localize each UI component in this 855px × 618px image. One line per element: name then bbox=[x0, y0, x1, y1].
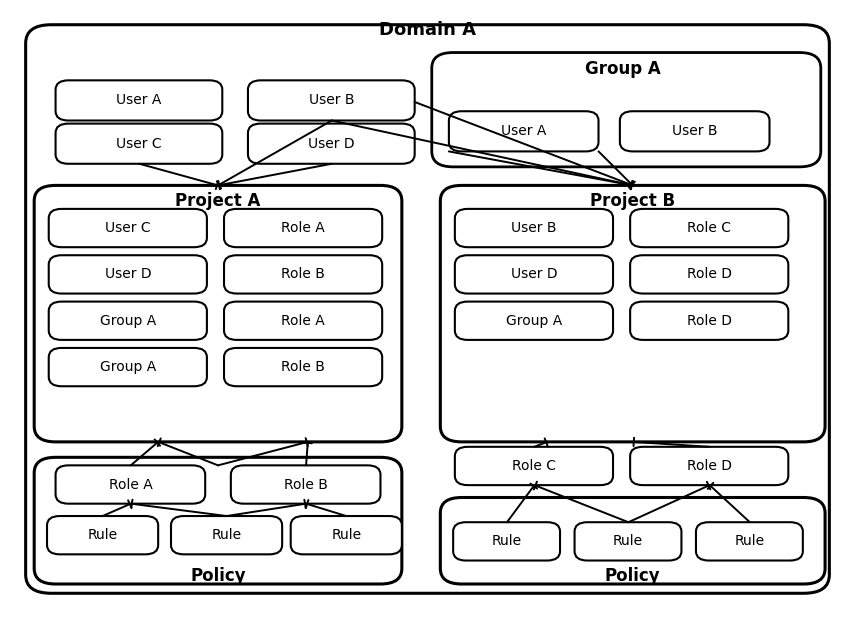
FancyBboxPatch shape bbox=[49, 302, 207, 340]
FancyBboxPatch shape bbox=[440, 185, 825, 442]
Text: Project A: Project A bbox=[175, 192, 261, 210]
Text: Role A: Role A bbox=[281, 314, 325, 328]
Text: Group A: Group A bbox=[100, 360, 156, 374]
FancyBboxPatch shape bbox=[455, 447, 613, 485]
FancyBboxPatch shape bbox=[49, 255, 207, 294]
FancyBboxPatch shape bbox=[630, 209, 788, 247]
Text: Role D: Role D bbox=[687, 459, 732, 473]
FancyBboxPatch shape bbox=[630, 302, 788, 340]
FancyBboxPatch shape bbox=[432, 53, 821, 167]
FancyBboxPatch shape bbox=[291, 516, 402, 554]
FancyBboxPatch shape bbox=[34, 185, 402, 442]
Text: User D: User D bbox=[510, 268, 557, 281]
FancyBboxPatch shape bbox=[34, 457, 402, 584]
Text: User C: User C bbox=[105, 221, 150, 235]
FancyBboxPatch shape bbox=[630, 255, 788, 294]
Text: Role C: Role C bbox=[512, 459, 556, 473]
Text: User A: User A bbox=[501, 124, 546, 138]
FancyBboxPatch shape bbox=[630, 447, 788, 485]
Text: User B: User B bbox=[672, 124, 717, 138]
FancyBboxPatch shape bbox=[449, 111, 598, 151]
Text: Rule: Rule bbox=[613, 535, 643, 548]
FancyBboxPatch shape bbox=[696, 522, 803, 561]
Text: Role A: Role A bbox=[281, 221, 325, 235]
Text: Rule: Rule bbox=[734, 535, 764, 548]
FancyBboxPatch shape bbox=[49, 209, 207, 247]
FancyBboxPatch shape bbox=[455, 255, 613, 294]
FancyBboxPatch shape bbox=[453, 522, 560, 561]
Text: User B: User B bbox=[511, 221, 557, 235]
FancyBboxPatch shape bbox=[56, 124, 222, 164]
Text: Group A: Group A bbox=[100, 314, 156, 328]
Text: Project B: Project B bbox=[590, 192, 675, 210]
Text: Role B: Role B bbox=[281, 360, 325, 374]
Text: User C: User C bbox=[116, 137, 162, 151]
FancyBboxPatch shape bbox=[248, 80, 415, 121]
Text: Role B: Role B bbox=[281, 268, 325, 281]
Text: Role A: Role A bbox=[109, 478, 152, 491]
Text: Policy: Policy bbox=[604, 567, 661, 585]
FancyBboxPatch shape bbox=[56, 80, 222, 121]
Text: Rule: Rule bbox=[331, 528, 362, 542]
FancyBboxPatch shape bbox=[575, 522, 681, 561]
Text: User A: User A bbox=[116, 93, 162, 108]
FancyBboxPatch shape bbox=[224, 209, 382, 247]
FancyBboxPatch shape bbox=[47, 516, 158, 554]
FancyBboxPatch shape bbox=[49, 348, 207, 386]
FancyBboxPatch shape bbox=[56, 465, 205, 504]
FancyBboxPatch shape bbox=[224, 348, 382, 386]
FancyBboxPatch shape bbox=[455, 209, 613, 247]
FancyBboxPatch shape bbox=[620, 111, 770, 151]
FancyBboxPatch shape bbox=[231, 465, 380, 504]
FancyBboxPatch shape bbox=[455, 302, 613, 340]
Text: Rule: Rule bbox=[87, 528, 118, 542]
FancyBboxPatch shape bbox=[224, 255, 382, 294]
FancyBboxPatch shape bbox=[224, 302, 382, 340]
FancyBboxPatch shape bbox=[171, 516, 282, 554]
FancyBboxPatch shape bbox=[440, 497, 825, 584]
Text: Rule: Rule bbox=[492, 535, 522, 548]
Text: Group A: Group A bbox=[506, 314, 562, 328]
Text: Role C: Role C bbox=[687, 221, 731, 235]
FancyBboxPatch shape bbox=[26, 25, 829, 593]
Text: Domain A: Domain A bbox=[379, 20, 476, 39]
Text: Role D: Role D bbox=[687, 268, 732, 281]
Text: Rule: Rule bbox=[211, 528, 242, 542]
Text: Role D: Role D bbox=[687, 314, 732, 328]
Text: User D: User D bbox=[104, 268, 151, 281]
FancyBboxPatch shape bbox=[248, 124, 415, 164]
Text: Group A: Group A bbox=[585, 60, 660, 78]
Text: Role B: Role B bbox=[284, 478, 327, 491]
Text: User B: User B bbox=[309, 93, 354, 108]
Text: User D: User D bbox=[308, 137, 355, 151]
Text: Policy: Policy bbox=[190, 567, 246, 585]
